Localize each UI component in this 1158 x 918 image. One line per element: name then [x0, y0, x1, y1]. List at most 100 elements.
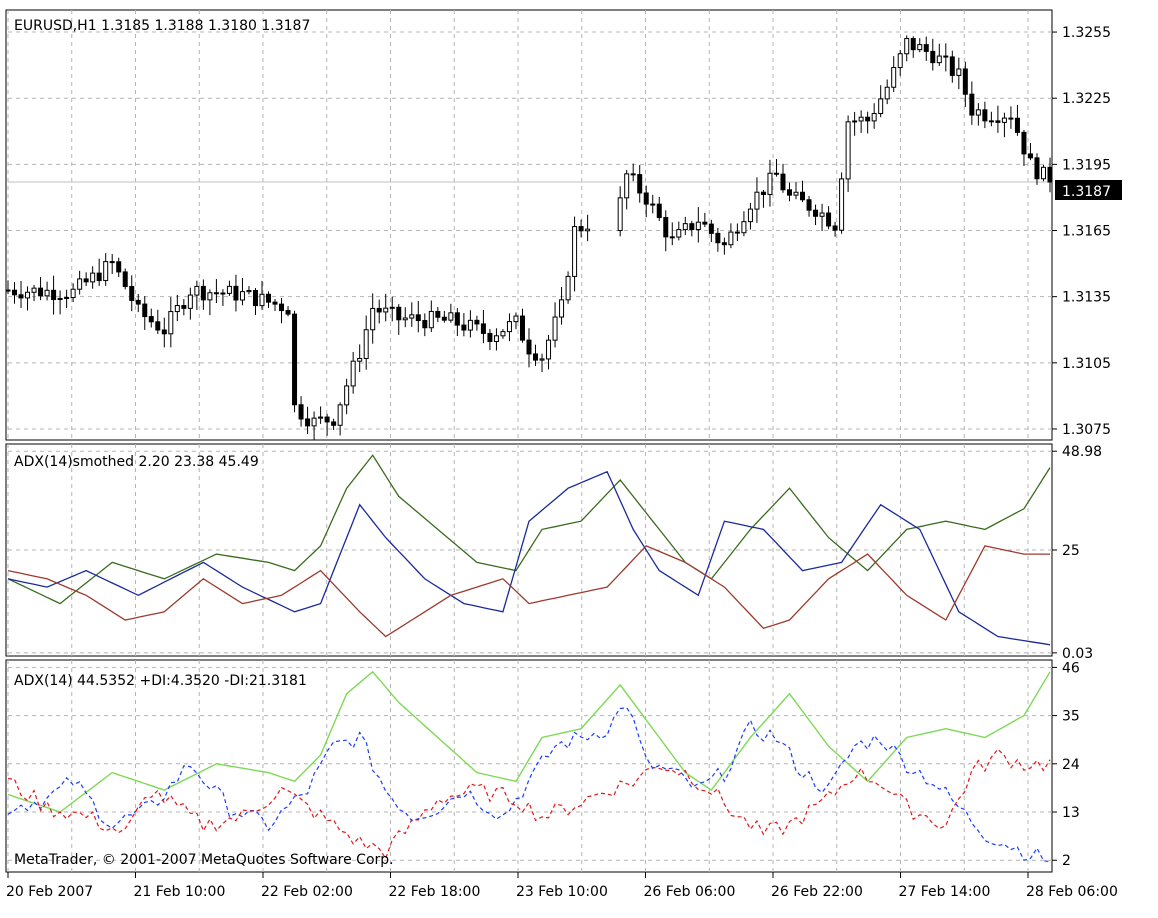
- candle-body: [526, 339, 532, 355]
- price-y-tick-label: 1.3255: [1062, 25, 1111, 41]
- candle-body: [682, 223, 688, 231]
- candle-body: [77, 278, 83, 290]
- candle-body: [832, 225, 838, 231]
- candle-body: [194, 285, 200, 296]
- candle-body: [187, 294, 193, 309]
- candle-body: [422, 320, 428, 329]
- indicator-y-tick-label: 25: [1062, 543, 1080, 559]
- x-tick-label: 26 Feb 06:00: [644, 884, 736, 900]
- candle-body: [285, 310, 291, 315]
- adx-lines: [7, 670, 1051, 863]
- price-y-tick-label: 1.3075: [1062, 422, 1111, 438]
- plus-di-line: [7, 707, 1051, 863]
- candle-body: [506, 321, 512, 333]
- candle-body: [396, 306, 402, 321]
- candle-body: [168, 311, 174, 335]
- candle-body: [383, 307, 389, 313]
- candle-body: [324, 416, 330, 423]
- candle-body: [246, 290, 252, 293]
- candle-body: [116, 261, 122, 273]
- candle-body: [220, 292, 226, 295]
- candle-body: [480, 323, 486, 334]
- candle-body: [669, 236, 675, 239]
- candle-body: [279, 303, 285, 312]
- adx-main-line: [7, 670, 1051, 813]
- candle-body: [910, 38, 916, 51]
- candle-body: [760, 191, 766, 195]
- candle-body: [519, 315, 525, 341]
- candle-body: [975, 109, 981, 116]
- candle-body: [493, 335, 499, 342]
- adx-panel-frame: [5, 659, 1053, 873]
- candle-body: [949, 56, 955, 76]
- indicator-y-tick-label: 48.98: [1062, 444, 1102, 460]
- candle-body: [546, 339, 552, 360]
- candle-body: [936, 55, 942, 64]
- candle-body: [695, 221, 701, 231]
- candle-body: [148, 316, 154, 323]
- candle-body: [311, 417, 317, 427]
- candle-body: [962, 68, 968, 95]
- candle-body: [461, 324, 467, 331]
- price-y-tick-label: 1.3105: [1062, 356, 1111, 372]
- candle-body: [292, 313, 298, 406]
- indicator-y-tick-label: 13: [1062, 805, 1080, 821]
- grid-lines: [7, 10, 1052, 872]
- candle-body: [129, 286, 135, 301]
- candle-body: [871, 113, 877, 122]
- candle-body: [565, 275, 571, 301]
- candle-body: [376, 307, 382, 313]
- candle-body: [780, 173, 786, 191]
- candle-body: [389, 306, 395, 309]
- candle-body: [233, 285, 239, 301]
- candle-body: [109, 261, 115, 264]
- candle-body: [956, 68, 962, 76]
- candle-body: [897, 53, 903, 69]
- candle-body: [787, 189, 792, 196]
- candle-body: [995, 120, 1001, 123]
- candle-body: [884, 86, 890, 100]
- price-y-tick-label: 1.3165: [1062, 224, 1111, 240]
- candle-body: [891, 67, 897, 88]
- candle-body: [943, 55, 949, 58]
- candle-body: [207, 292, 213, 301]
- candle-body: [793, 191, 799, 196]
- candle-body: [64, 297, 70, 300]
- candle-body: [44, 289, 50, 297]
- candle-body: [1047, 166, 1053, 183]
- candle-body: [90, 272, 96, 283]
- candle-body: [318, 416, 324, 419]
- candle-body: [702, 221, 708, 225]
- candle-body: [428, 310, 434, 329]
- indicator-y-tick-label: 35: [1062, 709, 1080, 725]
- x-tick-label: 22 Feb 18:00: [389, 884, 481, 900]
- price-panel-frame: [5, 9, 1053, 441]
- candle-body: [559, 299, 565, 318]
- candle-body: [754, 191, 760, 210]
- candle-body: [923, 44, 929, 52]
- candle-body: [773, 172, 779, 175]
- candle-body: [1001, 117, 1007, 123]
- candle-body: [852, 120, 858, 123]
- candle-body: [904, 38, 910, 55]
- candle-body: [539, 358, 545, 361]
- candle-body: [454, 312, 460, 326]
- candle-body: [96, 272, 102, 282]
- adx-panel-title: ADX(14) 44.5352 +DI:4.3520 -DI:21.3181: [14, 673, 307, 689]
- candle-body: [239, 291, 245, 301]
- candle-body: [83, 278, 89, 283]
- candle-body: [474, 319, 480, 325]
- candle-body: [259, 293, 265, 307]
- candle-body: [441, 316, 447, 321]
- adx-smoothed-plus-line: [7, 470, 1051, 646]
- minus-di-line: [7, 748, 1051, 860]
- candle-body: [747, 208, 753, 223]
- candle-body: [676, 229, 682, 238]
- indicator-y-tick-label: 0.03: [1062, 646, 1093, 662]
- candle-body: [969, 93, 975, 116]
- candle-body: [767, 172, 773, 195]
- candle-body: [337, 404, 343, 426]
- adx-smoothed-lines: [7, 454, 1051, 646]
- candle-body: [18, 294, 24, 299]
